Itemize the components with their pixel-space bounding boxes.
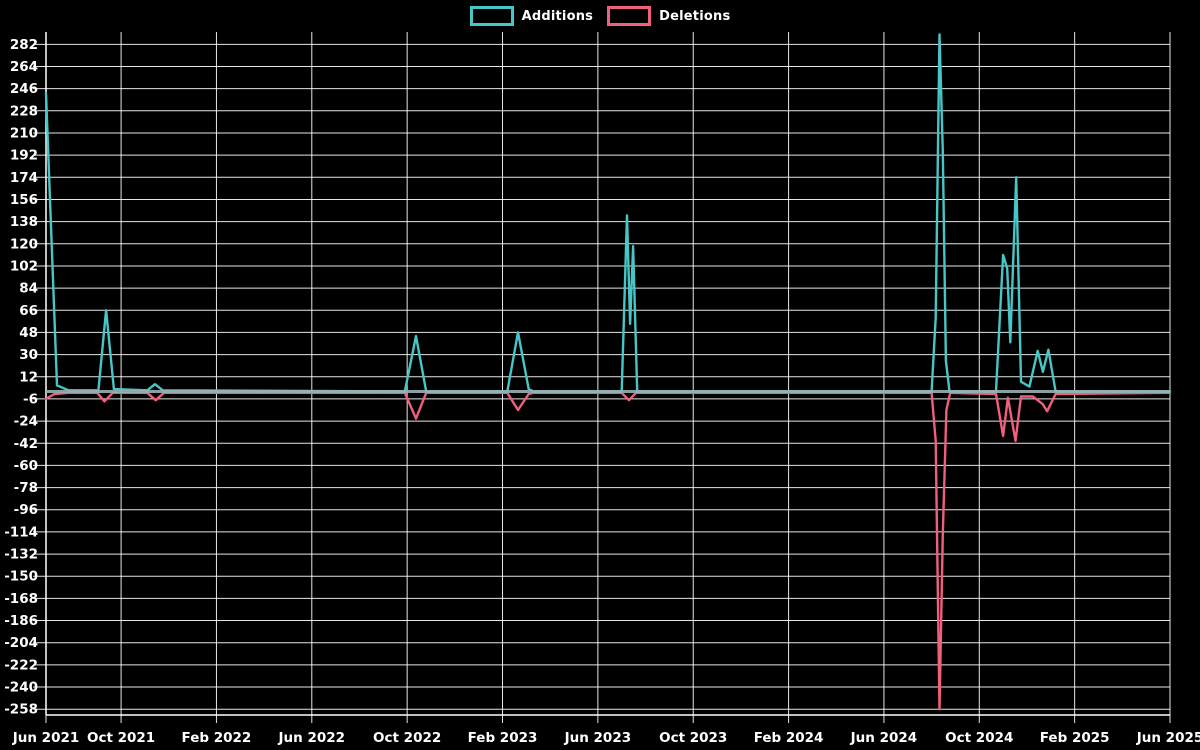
legend-item-deletions[interactable]: Deletions (607, 6, 730, 26)
y-tick-label: 12 (19, 369, 38, 385)
x-tick-label: Feb 2023 (468, 730, 538, 746)
y-tick-label: 84 (19, 281, 38, 297)
x-tick-label: Jun 2022 (278, 730, 346, 746)
y-tick-label: 210 (10, 125, 38, 141)
y-tick-label: 174 (10, 170, 38, 186)
chart-legend: Additions Deletions (0, 6, 1200, 26)
y-tick-label: -60 (14, 458, 38, 474)
x-tick-label: Jun 2024 (850, 730, 918, 746)
x-tick-label: Jun 2023 (564, 730, 632, 746)
legend-item-additions[interactable]: Additions (469, 6, 594, 26)
y-tick-label: -186 (4, 613, 38, 629)
y-tick-label: 192 (10, 148, 38, 164)
x-tick-label: Oct 2022 (373, 730, 441, 746)
x-tick-label: Jun 2025 (1136, 730, 1200, 746)
y-tick-label: 156 (10, 192, 38, 208)
y-tick-label: -42 (14, 436, 38, 452)
y-tick-label: 120 (10, 236, 38, 252)
y-tick-label: 282 (10, 37, 38, 53)
y-tick-label: 264 (10, 59, 38, 75)
y-tick-label: -78 (14, 480, 38, 496)
additions-swatch-icon (469, 6, 514, 26)
y-tick-label: 246 (10, 81, 38, 97)
legend-label-deletions: Deletions (659, 8, 731, 24)
series-line-deletions (44, 391, 1172, 711)
x-tick-label: Feb 2025 (1040, 730, 1110, 746)
y-tick-label: 138 (10, 214, 38, 230)
y-tick-label: -204 (4, 635, 38, 651)
x-tick-label: Jun 2021 (12, 730, 80, 746)
y-tick-label: -96 (14, 502, 38, 518)
y-tick-label: 48 (19, 325, 38, 341)
y-tick-label: -222 (4, 657, 38, 673)
y-tick-label: -24 (14, 414, 38, 430)
deletions-swatch-icon (607, 6, 652, 26)
y-tick-label: -114 (4, 524, 38, 540)
y-tick-label: -150 (4, 569, 38, 585)
x-tick-label: Oct 2021 (87, 730, 155, 746)
y-tick-label: -168 (4, 591, 38, 607)
series-line-additions (44, 33, 1172, 393)
x-tick-label: Feb 2022 (182, 730, 252, 746)
y-tick-label: -258 (4, 702, 38, 718)
x-tick-label: Oct 2024 (945, 730, 1013, 746)
y-tick-label: 66 (19, 303, 38, 319)
y-tick-label: -132 (4, 547, 38, 563)
legend-label-additions: Additions (521, 8, 594, 24)
x-tick-label: Oct 2023 (659, 730, 727, 746)
y-tick-label: -6 (23, 391, 38, 407)
y-tick-label: 228 (10, 103, 38, 119)
y-tick-label: 102 (10, 258, 38, 274)
x-tick-label: Feb 2024 (754, 730, 824, 746)
y-tick-label: -240 (4, 680, 38, 696)
y-tick-label: 30 (19, 347, 38, 363)
